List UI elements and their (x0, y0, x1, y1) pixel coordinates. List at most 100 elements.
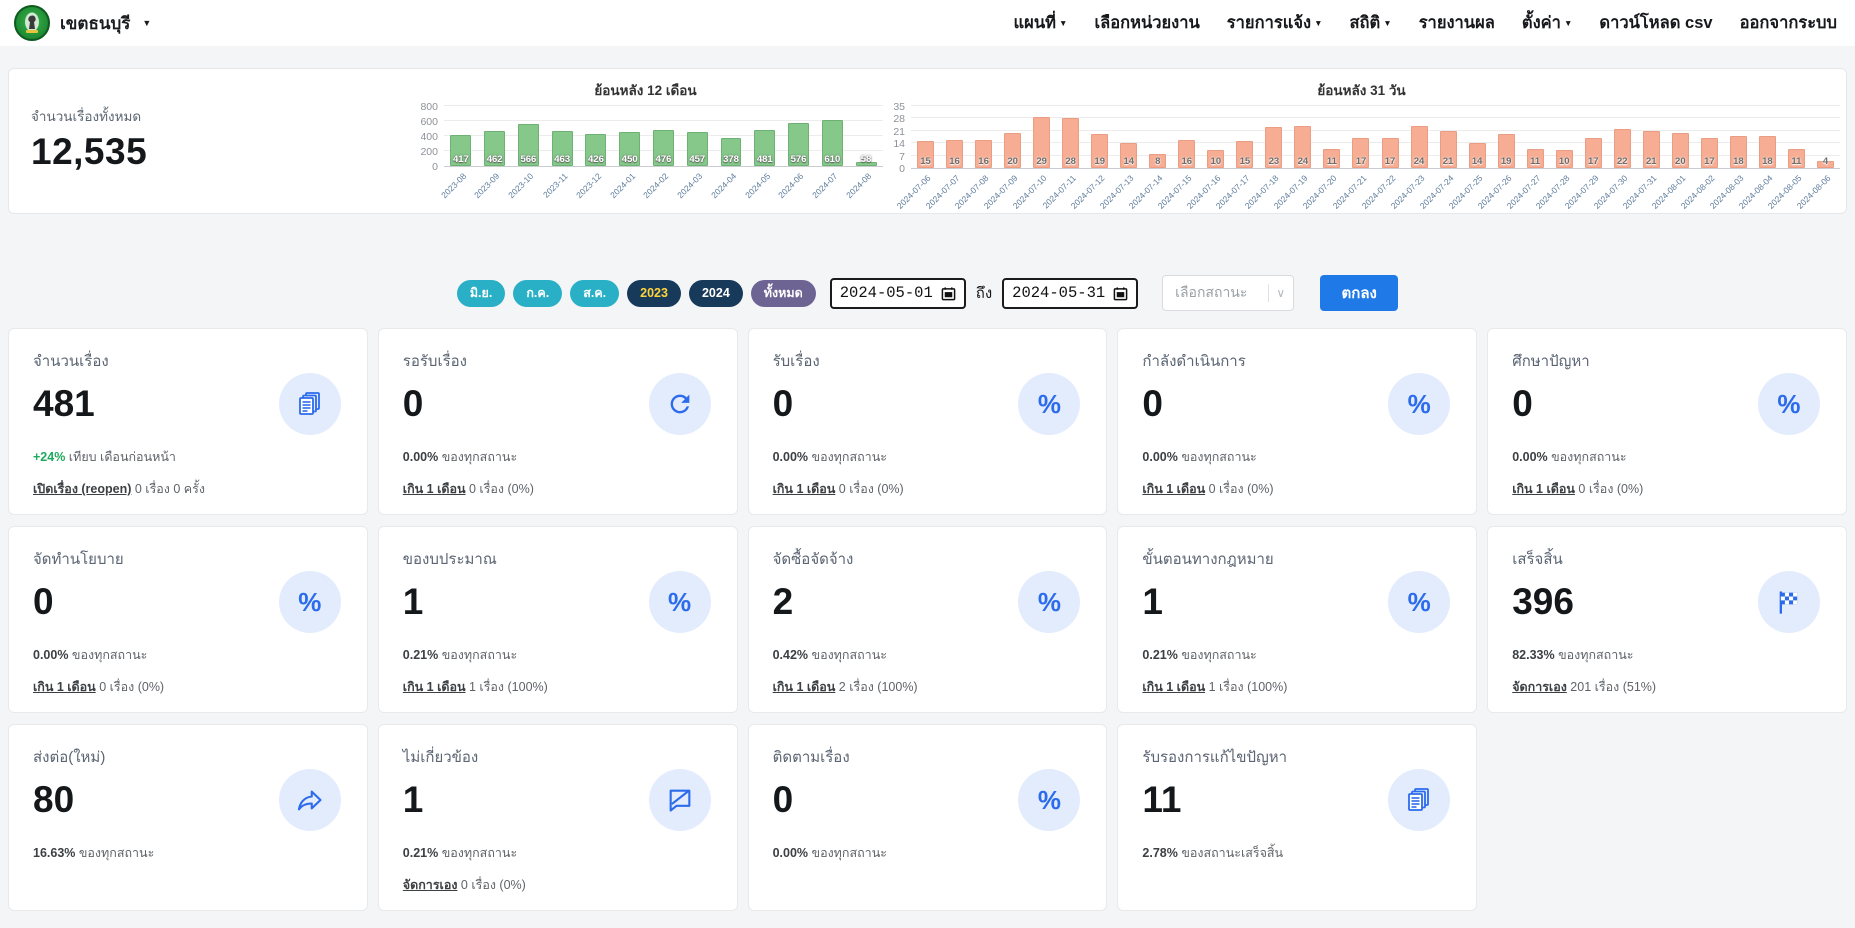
card-percent-line: 0.00% ของทุกสถานะ (772, 846, 887, 860)
card-link[interactable]: เปิดเรื่อง (reopen) (33, 482, 132, 496)
chart-12-months-yaxis: 0 200 400 600 800 (408, 101, 444, 213)
gridline (444, 120, 883, 121)
share-icon (278, 769, 341, 831)
card-value: 0 (772, 779, 794, 820)
card-link[interactable]: จัดการเอง (402, 878, 458, 892)
date-to-input[interactable]: 2024-05-31 (1002, 277, 1139, 309)
date-from-input[interactable]: 2024-05-01 (829, 277, 966, 309)
bar (720, 137, 742, 166)
bar-column: 21 (1637, 107, 1666, 168)
percent-icon: % (1388, 571, 1451, 633)
month-filter-0[interactable]: มิ.ย. (456, 279, 506, 307)
x-tick-label: 2024-02 (641, 171, 671, 201)
year-filter-2023[interactable]: 2023 (627, 279, 681, 307)
bar (1410, 125, 1428, 168)
bar-column: 566 (512, 107, 546, 166)
bar-column: 476 (647, 107, 681, 166)
percent-icon: % (1018, 373, 1081, 435)
date-to-value: 2024-05-31 (1012, 284, 1106, 302)
card-link[interactable]: เกิน 1 เดือน (1142, 680, 1206, 694)
nav-item-2[interactable]: รายการแจ้ง ▼ (1226, 14, 1323, 32)
nav-item-6[interactable]: ดาวน์โหลด csv (1599, 14, 1713, 32)
x-tick-label: 2024-08 (844, 171, 874, 201)
percent-value: 16.63% (33, 846, 76, 860)
card-value: 2 (772, 581, 794, 622)
percent-icon: % (1018, 571, 1081, 633)
card-title: เสร็จสิ้น (1512, 551, 1563, 568)
bar-column: 17 (1376, 107, 1405, 168)
bar-column: 610 (815, 107, 849, 166)
bar (1352, 137, 1370, 168)
calendar-icon[interactable] (941, 286, 956, 301)
bar-column: 14 (1114, 107, 1143, 168)
quick-filter-pills: มิ.ย. ก.ค. ส.ค. 2023 2024 ทั้งหมด (456, 279, 816, 307)
card-percent-line: 0.42% ของทุกสถานะ (772, 648, 887, 662)
card-link-line: เกิน 1 เดือน 1 เรื่อง (100%) (402, 680, 548, 694)
x-tick-label: 2024-01 (607, 171, 637, 201)
chevron-down-icon: ∨ (1276, 286, 1286, 300)
x-tick: 2023-10 (506, 167, 546, 213)
card-value: 0 (772, 383, 794, 424)
bar (855, 161, 877, 166)
chart-12-months-title: ย้อนหลัง 12 เดือน (594, 83, 697, 98)
status-card-2: รับเรื่อง 0% 0.00% ของทุกสถานะ เกิน 1 เดือน… (747, 328, 1108, 515)
card-link[interactable]: เกิน 1 เดือน (402, 482, 466, 496)
total-cases-label: จำนวนเรื่องทั้งหมด (31, 109, 142, 124)
percent-value: 0.00% (772, 846, 809, 860)
card-value: 0 (1142, 383, 1163, 424)
nav-item-7[interactable]: ออกจากระบบ (1739, 14, 1837, 32)
card-link[interactable]: เกิน 1 เดือน (33, 680, 96, 694)
refresh-icon (648, 373, 711, 435)
bar (1497, 134, 1515, 168)
status-card-1: รอรับเรื่อง 0 0.00% ของทุกสถานะ เกิน 1 เดือ… (377, 328, 738, 515)
bar-column: 11 (1521, 107, 1550, 168)
card-title: จำนวนเรื่อง (33, 353, 109, 370)
card-title: ขั้นตอนทางกฎหมาย (1142, 551, 1274, 568)
x-tick: 2023-08 (439, 167, 478, 213)
bar-column: 21 (1434, 107, 1463, 168)
submit-button[interactable]: ตกลง (1320, 275, 1399, 311)
x-tick-label: 2024-05 (742, 171, 772, 201)
status-card-13: รับรองการแก้ไขปัญหา 11 2.78% ของสถานะเสร็จ… (1117, 724, 1478, 911)
nav-menu: แผนที่ ▼ เลือกหน่วยงาน รายการแจ้ง ▼ สถิติ ▼ ราย… (1014, 10, 1837, 36)
org-selector[interactable]: เขตธนบุรี ▼ (14, 5, 151, 41)
card-link[interactable]: เกิน 1 เดือน (1512, 482, 1575, 496)
status-select[interactable]: เลือกสถานะ ∨ (1162, 275, 1295, 311)
card-percent-line: 82.33% ของทุกสถานะ (1512, 648, 1634, 662)
year-filter-2024[interactable]: 2024 (688, 279, 743, 307)
calendar-icon[interactable] (1113, 286, 1128, 301)
x-tick: 2024-06 (776, 167, 816, 213)
nav-item-0[interactable]: แผนที่ ▼ (1013, 14, 1068, 32)
all-filter[interactable]: ทั้งหมด (750, 279, 816, 307)
percent-icon: % (1388, 373, 1451, 435)
card-link[interactable]: เกิน 1 เดือน (1142, 482, 1206, 496)
total-cases-value: 12,535 (31, 131, 148, 172)
card-title: ส่งต่อ(ใหม่) (33, 749, 106, 766)
card-link[interactable]: เกิน 1 เดือน (772, 482, 836, 496)
card-link[interactable]: เกิน 1 เดือน (402, 680, 466, 694)
card-title: จัดทำนโยบาย (33, 551, 124, 568)
month-filter-2[interactable]: ส.ค. (570, 279, 620, 307)
x-tick-label: 2023-08 (438, 171, 468, 201)
card-value: 0 (33, 581, 54, 622)
select-divider (1268, 284, 1270, 302)
bar-column: 20 (998, 107, 1027, 168)
bar (1149, 153, 1167, 168)
nav-item-1[interactable]: เลือกหน่วยงาน (1094, 14, 1200, 32)
card-link[interactable]: จัดการเอง (1512, 680, 1567, 694)
percent-value: 2.78% (1142, 846, 1178, 860)
bar-column: 11 (1317, 107, 1346, 168)
y-tick-label: 21 (893, 125, 905, 138)
card-link[interactable]: เกิน 1 เดือน (772, 680, 836, 694)
bar (1816, 160, 1834, 168)
nav-item-4[interactable]: รายงานผล (1418, 14, 1495, 32)
card-title: จัดซื้อจัดจ้าง (772, 551, 854, 568)
documents-icon (278, 373, 341, 435)
nav-item-5[interactable]: ตั้งค่า ▼ (1521, 14, 1573, 32)
bar-column: 17 (1346, 107, 1375, 168)
card-title: กำลังดำเนินการ (1142, 353, 1246, 370)
month-filter-1[interactable]: ก.ค. (513, 279, 563, 307)
x-tick-label: 2024-04 (708, 171, 739, 201)
nav-item-3[interactable]: สถิติ ▼ (1349, 14, 1392, 32)
x-tick: 2024-01 (608, 167, 647, 213)
